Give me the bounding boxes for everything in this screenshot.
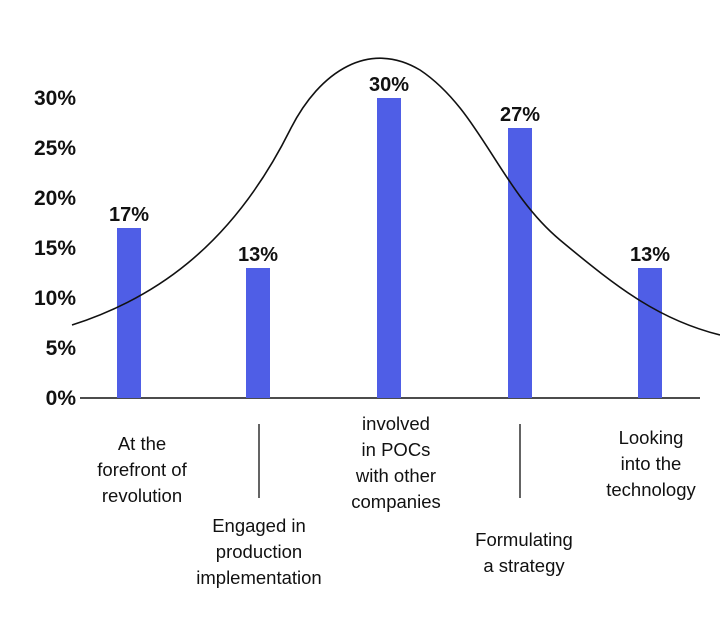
bars: 17% 13% 30% 27% 13% [109,74,670,398]
bar [638,268,662,398]
bar [117,228,141,398]
category-label-1: At the forefront of revolution [97,433,187,506]
data-label: 13% [238,244,278,266]
y-tick-label: 0% [46,387,77,410]
bar [377,98,401,398]
category-label-4: Formulating a strategy [475,529,573,576]
y-axis-ticks: 0% 5% 10% 15% 20% 25% 30% [34,87,76,410]
y-tick-label: 15% [34,237,76,260]
data-label: 17% [109,204,149,226]
y-tick-label: 10% [34,287,76,310]
y-tick-label: 5% [46,337,77,360]
data-label: 30% [369,74,409,96]
bar [246,268,270,398]
category-label-5: Looking into the technology [606,427,696,500]
y-tick-label: 30% [34,87,76,110]
bell-curve [71,57,720,336]
y-tick-label: 20% [34,187,76,210]
y-tick-label: 25% [34,137,76,160]
category-label-3: involved in POCs with other companies [351,413,441,512]
bar [508,128,532,398]
data-label: 13% [630,244,670,266]
data-label: 27% [500,104,540,126]
category-label-2: Engaged in production implementation [196,515,322,588]
